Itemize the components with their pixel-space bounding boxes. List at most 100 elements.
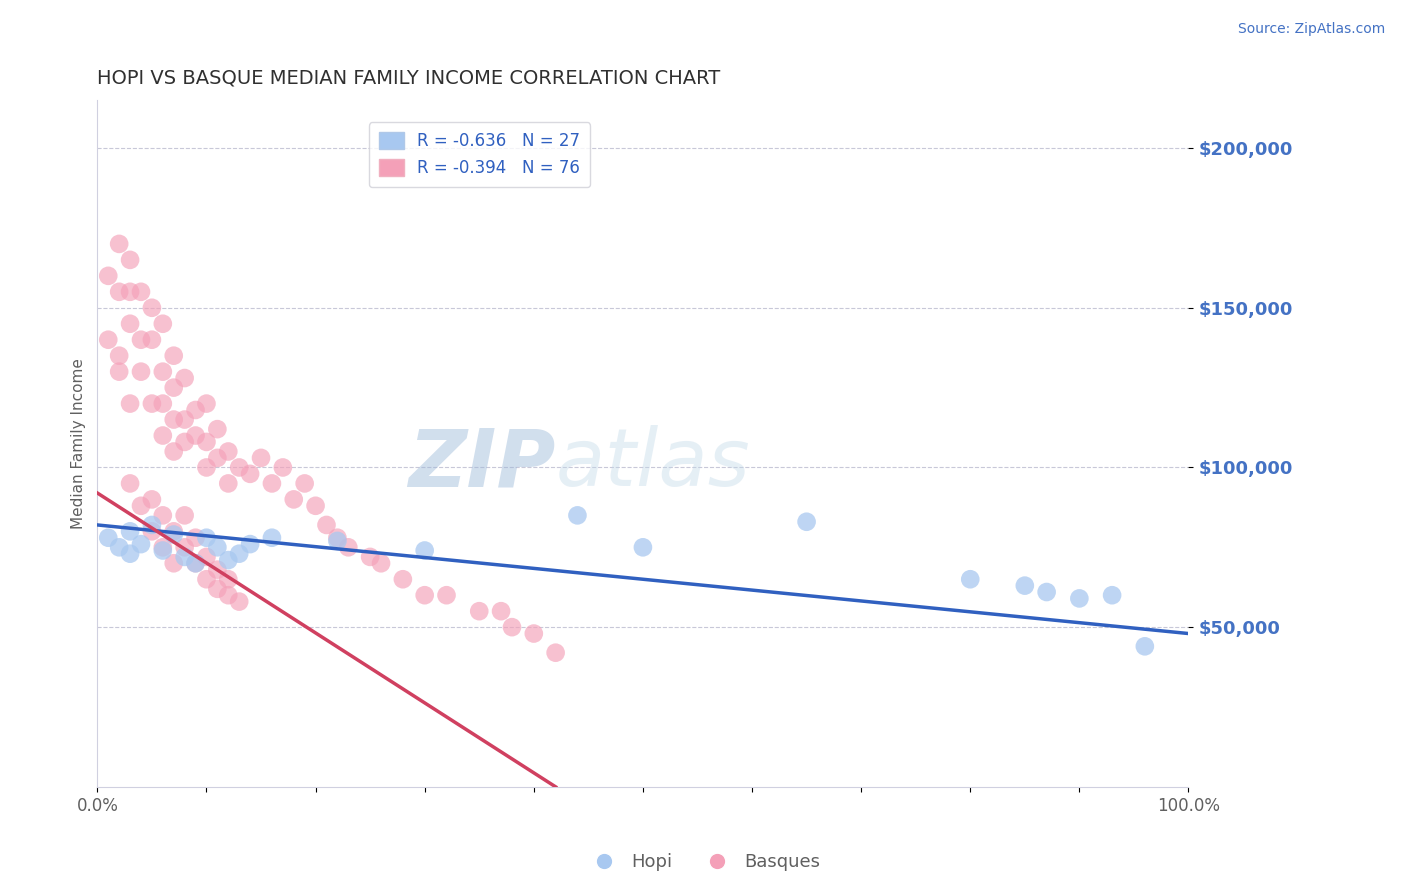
Point (108, 541, 131, 555)
Text: ZIP: ZIP (408, 425, 555, 503)
Point (120, 396, 142, 410)
Point (184, 556, 207, 570)
Point (413, 543, 436, 558)
Legend: Hopi, Basques: Hopi, Basques (578, 847, 828, 879)
Point (108, 365, 131, 379)
Point (523, 626, 546, 640)
Point (152, 365, 174, 379)
Point (228, 547, 250, 561)
Point (195, 460, 218, 475)
Point (326, 531, 349, 545)
Point (195, 572, 218, 586)
Point (108, 236, 131, 251)
Point (315, 518, 337, 533)
Point (195, 396, 218, 410)
Point (195, 434, 218, 449)
Point (120, 524, 142, 539)
Point (173, 549, 195, 564)
Point (304, 499, 326, 513)
Point (152, 317, 174, 331)
Point (207, 422, 229, 436)
Point (228, 460, 250, 475)
Point (120, 252, 142, 267)
Point (129, 499, 152, 513)
Point (250, 450, 273, 465)
Point (129, 537, 152, 551)
Point (392, 572, 415, 586)
Point (959, 572, 981, 586)
Point (184, 531, 207, 545)
Point (413, 588, 436, 602)
Point (1035, 585, 1057, 599)
Point (141, 301, 163, 315)
Point (97, 531, 120, 545)
Point (141, 333, 163, 347)
Point (239, 537, 262, 551)
Point (163, 412, 186, 426)
Point (228, 594, 250, 608)
Point (129, 333, 152, 347)
Point (152, 508, 174, 523)
Point (152, 428, 174, 442)
Point (152, 541, 174, 555)
Point (489, 604, 512, 618)
Point (120, 317, 142, 331)
Point (501, 620, 523, 634)
Point (173, 412, 195, 426)
Y-axis label: Median Family Income: Median Family Income (72, 358, 86, 529)
Point (173, 434, 195, 449)
Point (141, 524, 163, 539)
Legend: R = -0.636   N = 27, R = -0.394   N = 76: R = -0.636 N = 27, R = -0.394 N = 76 (368, 122, 591, 187)
Point (163, 524, 186, 539)
Point (370, 556, 392, 570)
Text: Source: ZipAtlas.com: Source: ZipAtlas.com (1237, 22, 1385, 37)
Point (217, 588, 239, 602)
Point (260, 476, 283, 491)
Point (129, 285, 152, 299)
Point (195, 549, 218, 564)
Point (120, 476, 142, 491)
Point (141, 518, 163, 533)
Point (129, 365, 152, 379)
Point (97, 268, 120, 283)
Point (239, 467, 262, 481)
Point (1069, 591, 1091, 606)
Point (163, 527, 186, 541)
Point (283, 492, 305, 507)
Point (1101, 588, 1123, 602)
Point (163, 556, 186, 570)
Point (217, 553, 239, 567)
Point (796, 515, 818, 529)
Point (141, 396, 163, 410)
Point (152, 543, 174, 558)
Point (1133, 640, 1156, 654)
Point (173, 371, 195, 385)
Point (217, 444, 239, 458)
Point (173, 508, 195, 523)
Point (184, 428, 207, 442)
Point (207, 541, 229, 555)
Point (294, 476, 316, 491)
Point (337, 541, 360, 555)
Point (207, 582, 229, 596)
Point (217, 476, 239, 491)
Point (207, 450, 229, 465)
Point (468, 604, 491, 618)
Point (184, 556, 207, 570)
Text: atlas: atlas (555, 425, 751, 503)
Point (120, 547, 142, 561)
Point (631, 541, 654, 555)
Point (163, 381, 186, 395)
Point (271, 460, 294, 475)
Point (97, 333, 120, 347)
Point (544, 646, 567, 660)
Point (108, 349, 131, 363)
Point (567, 508, 589, 523)
Point (436, 588, 458, 602)
Point (195, 531, 218, 545)
Point (120, 285, 142, 299)
Point (108, 285, 131, 299)
Text: HOPI VS BASQUE MEDIAN FAMILY INCOME CORRELATION CHART: HOPI VS BASQUE MEDIAN FAMILY INCOME CORR… (97, 69, 721, 87)
Point (163, 444, 186, 458)
Point (1014, 579, 1036, 593)
